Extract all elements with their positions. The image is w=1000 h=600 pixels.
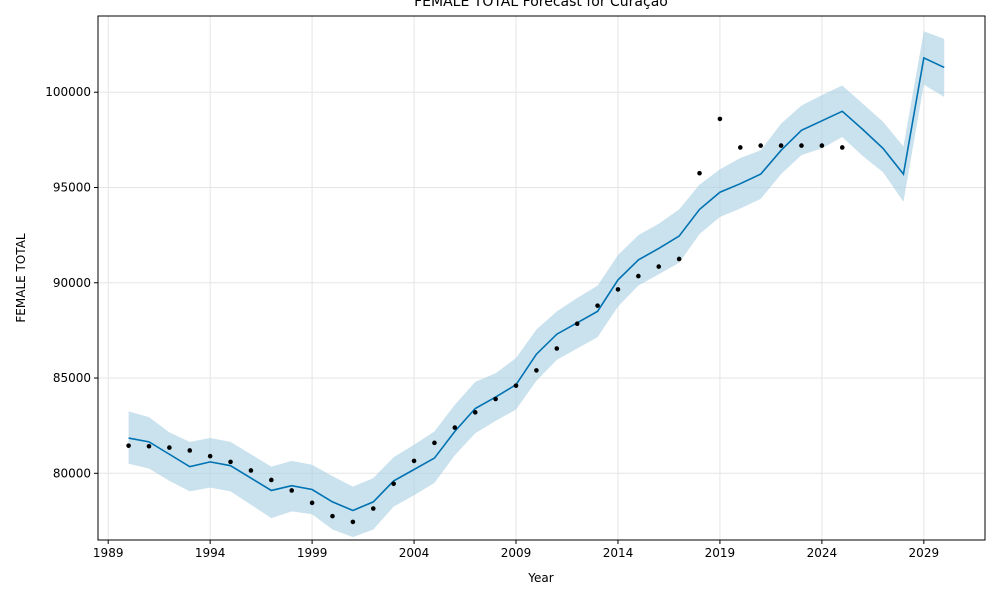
actual-point [146, 443, 152, 449]
chart-title: FEMALE TOTAL Forecast for Curaçao [414, 0, 668, 10]
actual-point [534, 368, 539, 373]
actual-point [167, 445, 172, 450]
actual-point [289, 488, 295, 493]
y-axis-label: FEMALE TOTAL [14, 233, 28, 323]
actual-point [676, 256, 682, 262]
actual-point [432, 440, 437, 446]
actual-point [839, 145, 845, 150]
x-tick-label: 2014 [603, 546, 634, 560]
actual-point [758, 143, 763, 148]
actual-point [574, 321, 580, 327]
x-axis-label: Year [527, 571, 553, 585]
x-tick-label: 1994 [195, 546, 226, 560]
actual-point [799, 143, 804, 148]
x-tick-label: 2019 [705, 546, 736, 560]
actual-point [595, 303, 600, 308]
y-axis-ticks: 80000 85000 90000 95000 100000 [45, 85, 98, 480]
actual-point [819, 143, 825, 148]
x-axis-ticks: 1989 1994 1999 2004 2009 2014 2019 2024 2029 [93, 540, 939, 560]
x-tick-label: 2029 [909, 546, 940, 560]
y-tick-label: 95000 [53, 180, 91, 194]
y-tick-label: 100000 [45, 85, 91, 99]
actual-point [126, 443, 131, 448]
uncertainty-interval-band [128, 31, 945, 538]
actual-point [330, 513, 335, 519]
actual-point [187, 448, 193, 453]
y-tick-label: 80000 [53, 466, 91, 480]
actual-point [228, 459, 233, 465]
actual-point [350, 519, 356, 525]
x-tick-label: 1999 [297, 546, 328, 560]
y-tick-label: 90000 [53, 276, 91, 290]
actual-point [717, 116, 723, 122]
actual-point [738, 145, 743, 150]
actual-point [697, 170, 702, 176]
actual-point [493, 396, 498, 402]
actual-points [126, 116, 845, 525]
actual-point [615, 287, 621, 292]
actual-point [411, 458, 417, 464]
actual-point [636, 273, 641, 279]
forecast-line [128, 56, 945, 512]
actual-point [778, 143, 784, 148]
actual-point [269, 477, 274, 483]
actual-point [309, 500, 315, 506]
actual-point [513, 383, 519, 388]
x-tick-label: 1989 [93, 546, 124, 560]
actual-point [472, 410, 478, 415]
actual-point [207, 453, 213, 459]
actual-point [656, 264, 662, 269]
actual-point [248, 468, 254, 473]
actual-point [452, 425, 458, 430]
x-tick-label: 2004 [399, 546, 430, 560]
actual-point [391, 481, 396, 487]
x-tick-label: 2009 [501, 546, 532, 560]
actual-point [370, 506, 376, 511]
actual-point [554, 346, 560, 351]
y-tick-label: 85000 [53, 371, 91, 385]
x-tick-label: 2024 [807, 546, 838, 560]
plot-frame [97, 15, 986, 541]
